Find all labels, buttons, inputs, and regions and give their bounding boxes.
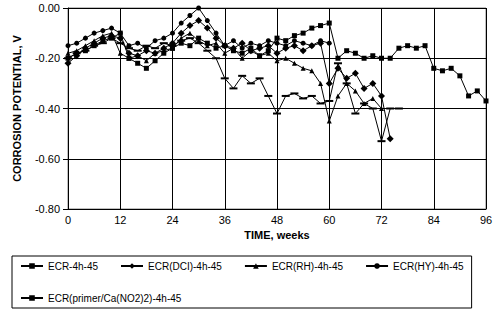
- svg-text:0.00: 0.00: [39, 2, 60, 14]
- svg-text:60: 60: [323, 214, 335, 226]
- svg-text:-0.60: -0.60: [35, 153, 60, 165]
- svg-text:-0.40: -0.40: [35, 103, 60, 115]
- svg-text:-0.80: -0.80: [35, 203, 60, 215]
- svg-text:84: 84: [428, 214, 440, 226]
- svg-text:ECR(RH)-4h-45: ECR(RH)-4h-45: [272, 261, 344, 272]
- svg-text:12: 12: [114, 214, 126, 226]
- svg-text:72: 72: [375, 214, 387, 226]
- svg-text:24: 24: [166, 214, 178, 226]
- svg-text:ECR-4h-45: ECR-4h-45: [48, 261, 98, 272]
- svg-text:96: 96: [480, 214, 492, 226]
- svg-text:CORROSION POTENTIAL, V: CORROSION POTENTIAL, V: [11, 35, 23, 182]
- svg-text:0: 0: [65, 214, 71, 226]
- svg-text:36: 36: [219, 214, 231, 226]
- svg-text:48: 48: [271, 214, 283, 226]
- svg-text:ECR(primer/Ca(NO2)2)-4h-45: ECR(primer/Ca(NO2)2)-4h-45: [48, 293, 182, 304]
- svg-text:ECR(DCI)-4h-45: ECR(DCI)-4h-45: [148, 261, 222, 272]
- svg-text:ECR(HY)-4h-45: ECR(HY)-4h-45: [393, 261, 464, 272]
- svg-text:-0.20: -0.20: [35, 52, 60, 64]
- svg-text:TIME, weeks: TIME, weeks: [244, 229, 309, 241]
